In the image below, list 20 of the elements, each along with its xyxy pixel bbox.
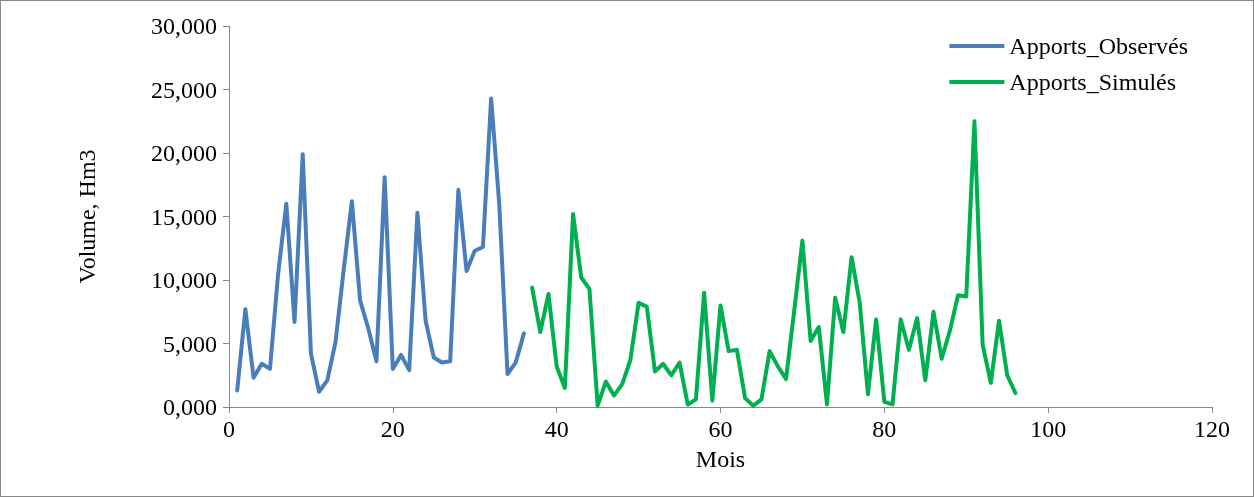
y-tick-label: 15,000 xyxy=(151,203,217,230)
x-tick-label: 60 xyxy=(708,416,733,442)
legend-label: Apports_Observés xyxy=(1009,33,1188,59)
x-tick-label: 80 xyxy=(872,416,897,442)
x-tick-label: 40 xyxy=(544,416,569,442)
line-series xyxy=(530,119,1018,408)
y-tick-label: 20,000 xyxy=(151,140,217,166)
y-tick-label: 25,000 xyxy=(151,76,217,103)
x-tick-label: 0 xyxy=(223,416,235,442)
y-tick-label: 5,000 xyxy=(163,330,217,357)
legend-label: Apports_Simulés xyxy=(1009,69,1177,95)
y-tick-label: 0,000 xyxy=(163,394,217,420)
x-tick-label: 20 xyxy=(380,416,405,442)
y-tick-label: 30,000 xyxy=(151,13,217,39)
x-axis-title: Mois xyxy=(695,446,746,472)
line-series xyxy=(235,96,526,394)
x-tick-label: 100 xyxy=(1030,416,1067,442)
x-tick-label: 120 xyxy=(1194,416,1230,442)
y-tick-label: 10,000 xyxy=(151,267,217,293)
y-axis-title: Volume, Hm3 xyxy=(74,149,100,284)
